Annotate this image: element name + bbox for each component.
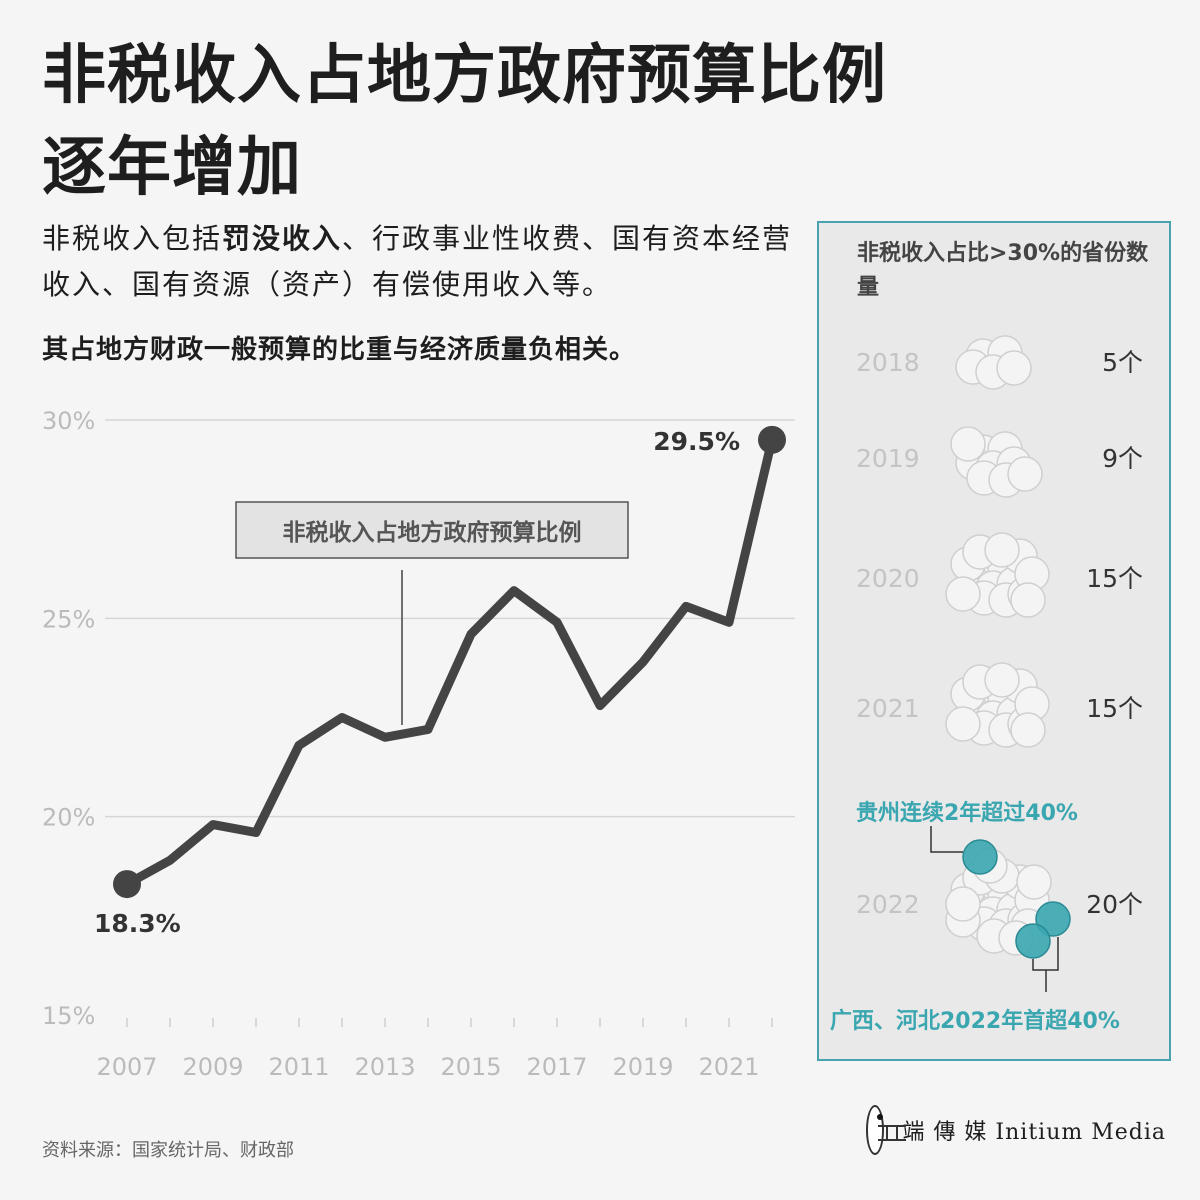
bubble-row-year: 2021 <box>856 694 920 723</box>
source-note: 资料来源：国家统计局、财政部 <box>42 1140 294 1161</box>
start-value-label: 18.3% <box>94 909 181 938</box>
province-bubble <box>984 662 1020 698</box>
province-bubble <box>945 576 981 612</box>
bubble-row-year: 2019 <box>856 444 920 473</box>
title-line-1: 非税收入占地方政府预算比例 <box>42 39 887 113</box>
logo-text: 端 傳 媒 Initium Media <box>902 1120 1166 1145</box>
bubble-row-count: 20个 <box>1086 890 1143 919</box>
x-tick-label: 2015 <box>440 1053 501 1081</box>
lede-bold: 罚没收入 <box>222 222 343 255</box>
bubble-row-year: 2022 <box>856 890 920 919</box>
x-tick-label: 2007 <box>96 1053 157 1081</box>
province-bubble <box>984 532 1020 568</box>
y-tick-label: 30% <box>42 407 95 435</box>
province-bubble <box>1016 864 1052 900</box>
lede-part-2: 、行政事业性收费、国有资本经营收入、国有资源（资产）有偿使用收入等。 <box>42 222 793 301</box>
bubble-row-count: 5个 <box>1102 348 1143 377</box>
bubble-row-count: 15个 <box>1086 694 1143 723</box>
subheading: 其占地方财政一般预算的比重与经济质量负相关。 <box>42 335 637 365</box>
start-point <box>113 870 141 899</box>
y-tick-label: 20% <box>42 804 95 832</box>
series-label-box <box>235 501 629 559</box>
x-tick-label: 2013 <box>354 1053 415 1081</box>
province-bubble <box>945 886 981 922</box>
highlight-label-2: 广西、河北2022年首超40% <box>830 1008 1120 1034</box>
end-point <box>758 425 786 454</box>
highlight-leader-1 <box>930 826 963 853</box>
series-line <box>122 435 777 889</box>
logo: 端 傳 媒 Initium Media <box>866 1104 1166 1156</box>
x-tick-label: 2019 <box>612 1053 673 1081</box>
lede-paragraph: 非税收入包括罚没收入、行政事业性收费、国有资本经营收入、国有资源（资产）有偿使用… <box>42 216 802 308</box>
y-tick-label: 25% <box>42 605 95 633</box>
province-bubble <box>1010 582 1046 618</box>
x-tick-label: 2017 <box>526 1053 587 1081</box>
province-bubble <box>950 426 986 462</box>
highlighted-province-bubble <box>1015 923 1051 959</box>
x-tick-label: 2011 <box>268 1053 329 1081</box>
lede-part-1: 非税收入包括 <box>42 222 223 255</box>
initium-logo-icon <box>866 1105 906 1155</box>
x-tick-label: 2009 <box>182 1053 243 1081</box>
bubble-row-year: 2020 <box>856 564 920 593</box>
title-line-2: 逐年增加 <box>42 131 302 205</box>
highlighted-province-bubble <box>962 839 998 875</box>
province-bubble <box>996 350 1032 386</box>
highlight-leader-2 <box>1032 937 1059 992</box>
province-bubble <box>1010 712 1046 748</box>
end-value-label: 29.5% <box>653 427 740 456</box>
bubble-row-count: 9个 <box>1102 444 1143 473</box>
province-bubble <box>1007 456 1043 492</box>
x-tick-label: 2021 <box>698 1053 759 1081</box>
y-tick-label: 15% <box>42 1002 95 1030</box>
highlight-label-1: 贵州连续2年超过40% <box>856 800 1078 826</box>
series-label: 非税收入占地方政府预算比例 <box>283 519 582 546</box>
page-title: 非税收入占地方政府预算比例 逐年增加 <box>42 30 1042 214</box>
panel-title: 非税收入占比>30%的省份数量 <box>857 241 1149 300</box>
province-bubble <box>945 706 981 742</box>
bubble-row-count: 15个 <box>1086 564 1143 593</box>
bubble-row-year: 2018 <box>856 348 920 377</box>
